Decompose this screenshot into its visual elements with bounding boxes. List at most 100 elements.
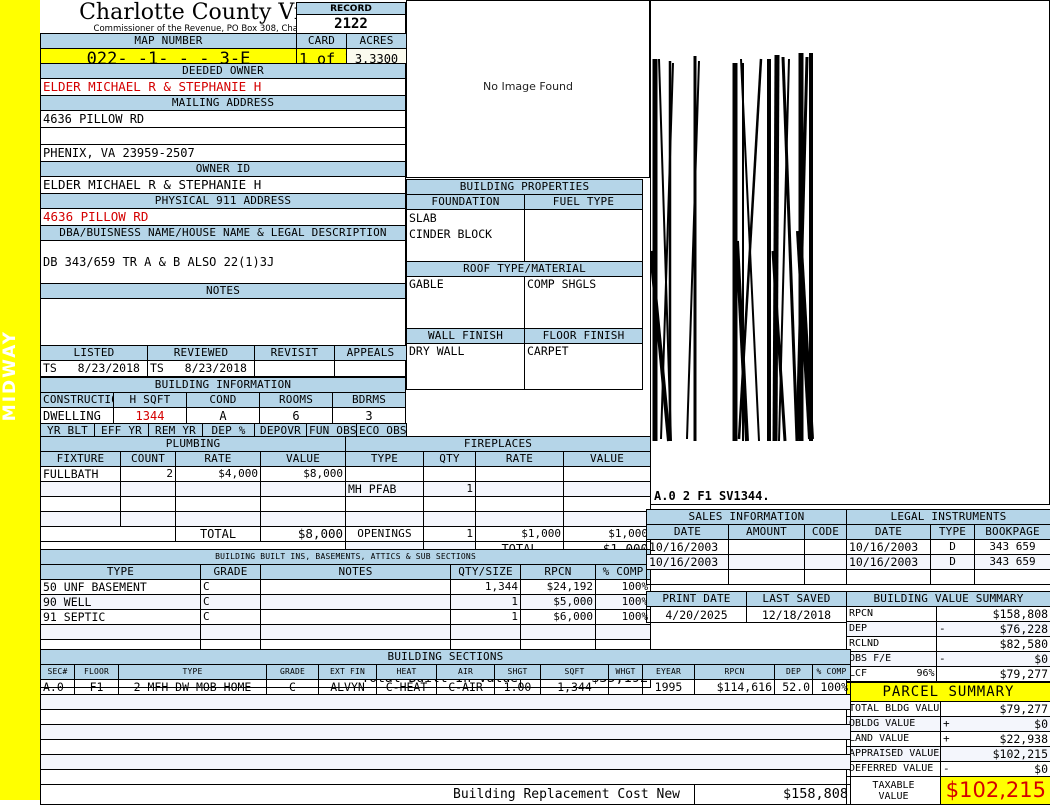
legal-description-value: DB 343/659 TR A & B ALSO 22(1)3J — [41, 241, 406, 284]
legal-type: D — [931, 540, 975, 555]
bs-col-comp: % COMP — [813, 665, 851, 680]
bvs-value-rclnd: $82,580 — [951, 637, 1050, 652]
table-row — [41, 710, 851, 725]
revisit-value — [255, 361, 335, 377]
table-row: 10/16/2003 D 343 659 — [847, 555, 1050, 570]
bvs-label-obs: OBS F/E — [847, 652, 937, 667]
bs-dep: 52.0 — [775, 680, 813, 695]
sales-col-date: DATE — [647, 525, 729, 540]
roof-label: ROOF TYPE/MATERIAL — [407, 262, 643, 277]
plumbing-block: PLUMBING FIXTURE COUNT RATE VALUE FULLBA… — [40, 436, 345, 557]
floor-finish-label: FLOOR FINISH — [525, 329, 643, 344]
sales-col-amount: AMOUNT — [729, 525, 805, 540]
mailing-address-line1: 4636 PILLOW RD — [41, 111, 406, 128]
bs-col-type: TYPE — [119, 665, 267, 680]
fuel-type-label: FUEL TYPE — [525, 195, 643, 210]
mailing-address-line2 — [41, 128, 406, 145]
bs-col-eyear: EYEAR — [643, 665, 695, 680]
legal-col-type: TYPE — [931, 525, 975, 540]
built-ins-title: BUILDING BUILT INS, BASEMENTS, ATTICS & … — [41, 550, 651, 565]
plumbing-col-value: VALUE — [261, 452, 346, 467]
no-image-text: No Image Found — [407, 80, 649, 93]
ps-label-obldg: OBLDG VALUE — [847, 717, 941, 732]
ps-value-appraised: $102,215 — [955, 747, 1050, 762]
building-sections-block: BUILDING SECTIONS SEC# FLOOR TYPE GRADE … — [40, 649, 850, 805]
table-row: 10/16/2003 — [647, 540, 847, 555]
built-ins-col-qty: QTY/SIZE — [451, 565, 521, 580]
bs-shgt: 1.00 — [495, 680, 541, 695]
plumbing-total-label: TOTAL — [176, 527, 261, 542]
table-row: APPRAISED VALUE $102,215 — [847, 747, 1050, 762]
table-row — [41, 625, 651, 640]
openings-value: $1,000 — [564, 527, 651, 542]
built-ins-col-comp: % COMP — [596, 565, 651, 580]
legal-col-date: DATE — [847, 525, 931, 540]
bvs-value-obs: $0 — [951, 652, 1050, 667]
table-row — [41, 725, 851, 740]
parcel-summary-title: PARCEL SUMMARY — [847, 683, 1050, 702]
sales-information-block: SALES INFORMATION DATE AMOUNT CODE 10/16… — [646, 509, 846, 585]
plumbing-col-count: COUNT — [121, 452, 176, 467]
table-row: OBS F/E - $0 — [847, 652, 1050, 667]
table-row — [346, 467, 651, 482]
foundation-values: SLAB CINDER BLOCK — [407, 210, 525, 262]
listed-label: LISTED — [41, 346, 148, 361]
building-information-title: BUILDING INFORMATION — [41, 378, 406, 393]
owner-table: DEEDED OWNER ELDER MICHAEL R & STEPHANIE… — [40, 63, 406, 385]
table-row: A.0 F1 2 MFH DW MOB HOME C ALVYN C-HEAT … — [41, 680, 851, 695]
table-row — [41, 770, 851, 785]
bs-floor: F1 — [75, 680, 119, 695]
review-block: LISTED REVIEWED REVISIT APPEALS TS 8/23/… — [40, 345, 406, 377]
plumbing-col-rate: RATE — [176, 452, 261, 467]
building-sections-title: BUILDING SECTIONS — [41, 650, 851, 665]
legal-date: 10/16/2003 — [847, 540, 931, 555]
replacement-cost-label: Building Replacement Cost New — [41, 785, 695, 805]
print-date-label: PRINT DATE — [647, 592, 747, 607]
table-row: 90 WELL C 1 $5,000 100% — [41, 595, 651, 610]
bs-col-extfin: EXT FIN — [319, 665, 377, 680]
fireplaces-col-value: VALUE — [564, 452, 651, 467]
owner-id-label: OWNER ID — [41, 162, 406, 177]
owner-block: DEEDED OWNER ELDER MICHAEL R & STEPHANIE… — [40, 63, 406, 385]
bs-col-shgt: SHGT — [495, 665, 541, 680]
ps-value-obldg: $0 — [955, 717, 1050, 732]
table-row — [41, 695, 851, 710]
record-label: RECORD — [296, 2, 406, 15]
bs-col-sqft: SQFT — [541, 665, 609, 680]
plumbing-total-value: $8,000 — [261, 527, 346, 542]
parcel-summary-block: PARCEL SUMMARY TOTAL BLDG VALUE $79,277 … — [846, 682, 1050, 805]
ps-value-land: $22,938 — [955, 732, 1050, 747]
physical-address-label: PHYSICAL 911 ADDRESS — [41, 194, 406, 209]
wall-finish-value: DRY WALL — [407, 344, 525, 390]
ps-label-deferred: DEFERRED VALUE — [847, 762, 941, 777]
bvs-lcf-pct: 96% — [915, 667, 937, 682]
building-sketch[interactable] — [650, 0, 1050, 505]
table-row: LCF 96% $79,277 — [847, 667, 1050, 682]
table-row: 10/16/2003 — [647, 555, 847, 570]
table-row: RPCN $158,808 — [847, 607, 1050, 622]
built-ins-col-type: TYPE — [41, 565, 201, 580]
bs-extfin: ALVYN — [319, 680, 377, 695]
bs-col-whgt: WHGT — [609, 665, 643, 680]
notes-label: NOTES — [41, 284, 406, 299]
fireplaces-title: FIREPLACES — [346, 437, 651, 452]
deeded-owner-label: DEEDED OWNER — [41, 64, 406, 79]
sketch-label: A.0 2 F1 SV1344. — [652, 489, 1048, 503]
mailing-address-line3: PHENIX, VA 23959-2507 — [41, 145, 406, 162]
table-row — [346, 512, 651, 527]
record-value: 2122 — [296, 15, 406, 34]
openings-label: OPENINGS — [346, 527, 424, 542]
bs-type: 2 MFH DW MOB HOME — [119, 680, 267, 695]
dates-block: PRINT DATE LAST SAVED 4/20/2025 12/18/20… — [646, 591, 846, 623]
building-information-table: BUILDING INFORMATION CONSTRUCTION STYLE … — [40, 377, 406, 424]
reviewed-value: TS 8/23/2018 — [148, 361, 255, 377]
table-row: 10/16/2003 D 343 659 — [847, 540, 1050, 555]
fireplace-qty: 1 — [424, 482, 476, 497]
owner-id-value: ELDER MICHAEL R & STEPHANIE H — [41, 177, 406, 194]
legal-instruments-block: LEGAL INSTRUMENTS DATE TYPE BOOKPAGE 10/… — [846, 509, 1050, 585]
plumbing-rate: $4,000 — [176, 467, 261, 482]
plumbing-value: $8,000 — [261, 467, 346, 482]
building-properties-block: BUILDING PROPERTIES FOUNDATION FUEL TYPE… — [406, 179, 642, 390]
table-row: DEFERRED VALUE - $0 — [847, 762, 1050, 777]
roof-material-value: COMP SHGLS — [525, 277, 643, 329]
